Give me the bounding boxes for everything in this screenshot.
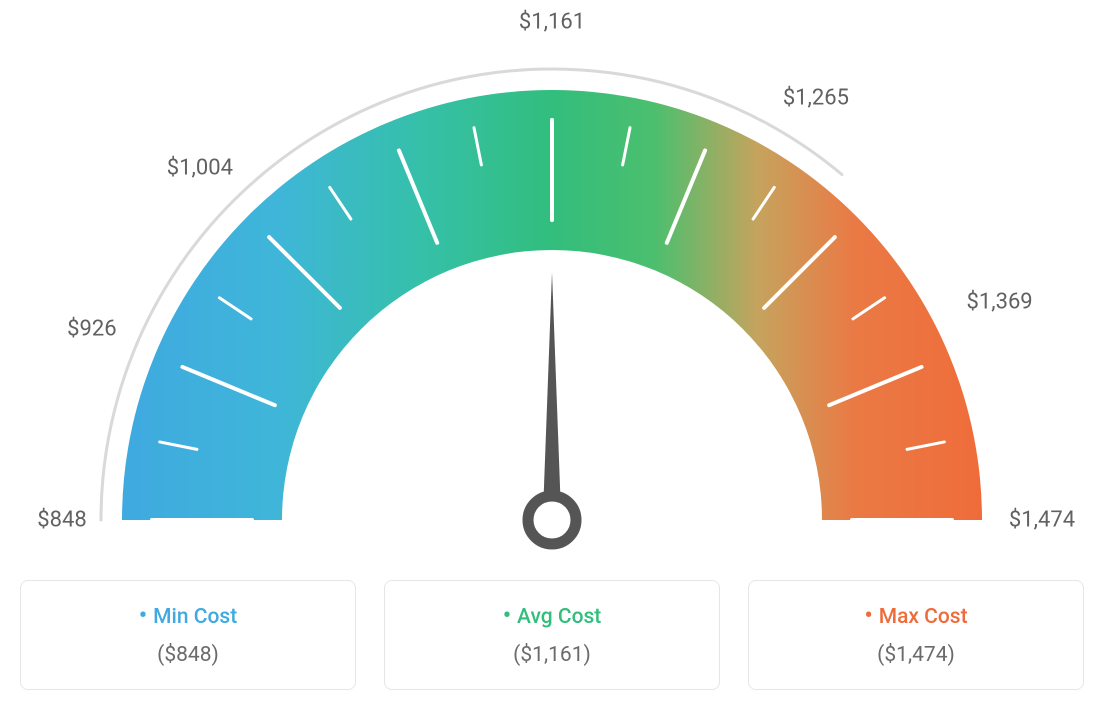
- gauge-scale-label: $1,161: [519, 10, 585, 35]
- legend-min-value: ($848): [31, 643, 345, 667]
- gauge-scale-label: $848: [37, 508, 86, 533]
- gauge-scale-label: $1,369: [967, 289, 1033, 314]
- gauge-scale-label: $1,004: [167, 155, 233, 180]
- legend-max-card: Max Cost ($1,474): [748, 580, 1084, 690]
- legend-avg-card: Avg Cost ($1,161): [384, 580, 720, 690]
- legend-row: Min Cost ($848) Avg Cost ($1,161) Max Co…: [20, 580, 1084, 690]
- legend-min-card: Min Cost ($848): [20, 580, 356, 690]
- gauge-scale-label: $1,474: [1009, 508, 1075, 533]
- legend-avg-title: Avg Cost: [395, 601, 709, 629]
- legend-max-value: ($1,474): [759, 643, 1073, 667]
- gauge-scale-label: $926: [67, 317, 116, 342]
- legend-avg-value: ($1,161): [395, 643, 709, 667]
- gauge-svg: [20, 20, 1084, 560]
- gauge-scale-label: $1,265: [783, 85, 849, 110]
- legend-min-title: Min Cost: [31, 601, 345, 629]
- cost-gauge: $848$926$1,004$1,161$1,265$1,369$1,474: [20, 20, 1084, 560]
- legend-max-title: Max Cost: [759, 601, 1073, 629]
